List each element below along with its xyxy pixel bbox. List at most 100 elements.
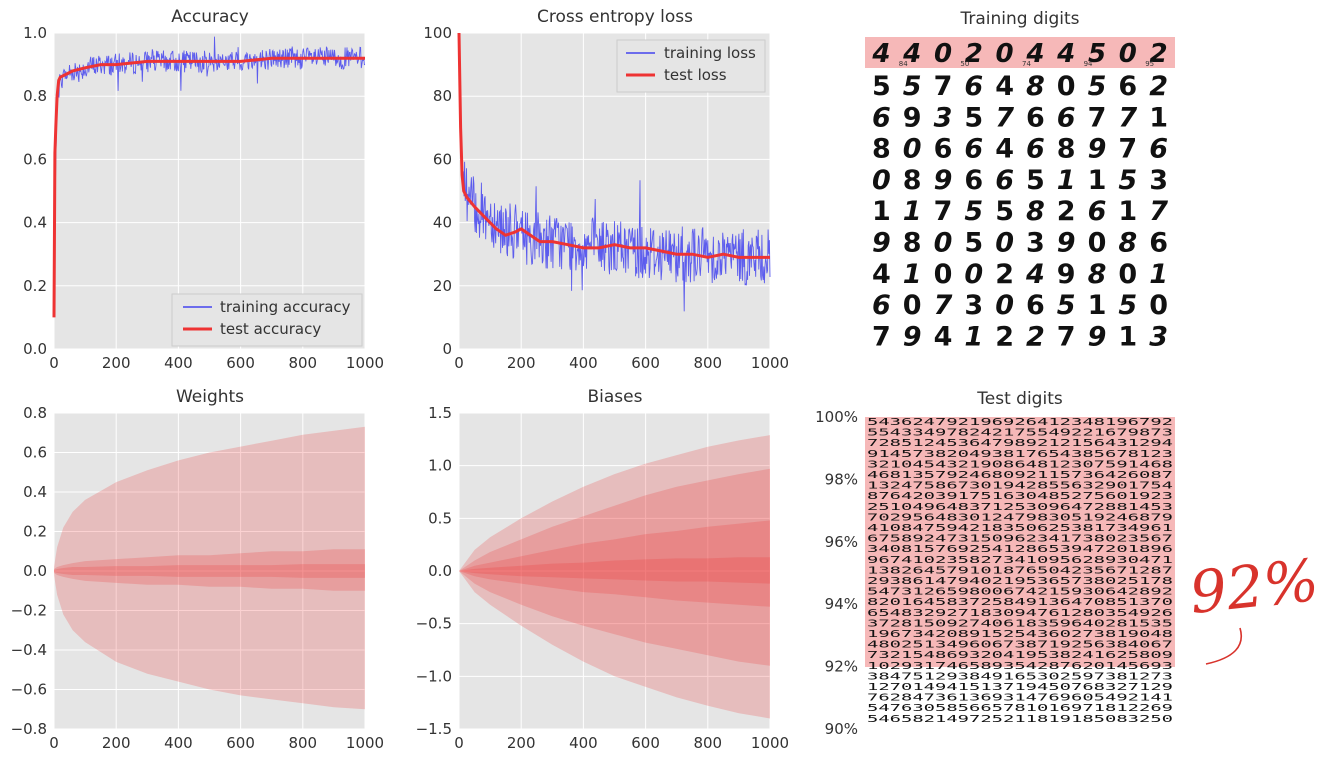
training-digit: 0 <box>934 259 953 290</box>
legend-box <box>616 39 766 93</box>
x-tick-label: 1000 <box>751 734 789 752</box>
test-digit-row: 762847361369314769605492141 <box>867 693 1173 704</box>
training-digit: 6 <box>1088 196 1107 227</box>
training-digit: 7 <box>934 290 953 321</box>
training-digit: 8 <box>872 134 891 165</box>
training-digit: 9 <box>903 321 922 352</box>
y-tick-label: −1.5 <box>416 720 452 738</box>
training-digit: 0 <box>1149 290 1168 321</box>
training-digit: 1 <box>903 259 922 290</box>
test-digit-row: 546582149725211819185083250 <box>867 714 1173 725</box>
y-tick-label: 40 <box>433 214 452 232</box>
x-tick-label: 600 <box>631 734 660 752</box>
training-digit: 5 <box>964 102 983 133</box>
training-digit: 9 <box>1057 228 1076 259</box>
y-tick-label: −0.4 <box>11 641 47 659</box>
x-tick-label: 1000 <box>346 354 384 372</box>
test-digit-row: 132475867301942855632901754 <box>867 481 1173 492</box>
x-tick-label: 800 <box>693 734 722 752</box>
percentile-band-2 <box>459 520 770 607</box>
x-tick-label: 400 <box>164 734 193 752</box>
training-digit: 1 <box>1149 102 1168 133</box>
training-digit: 4 <box>934 321 953 352</box>
training-digit: 6 <box>964 134 983 165</box>
training-digit: 6 <box>964 71 983 102</box>
x-tick-label: 200 <box>507 734 536 752</box>
training-digit: 6 <box>995 165 1014 196</box>
training-digit: 7 <box>872 321 891 352</box>
digits-grid-background <box>865 37 1175 349</box>
x-tick-label: 400 <box>164 354 193 372</box>
training-digit: 9 <box>934 165 953 196</box>
y-tick-label: 1.5 <box>428 404 452 422</box>
y-tick-label: 0.2 <box>23 523 47 541</box>
test-y-tick-label: 96% <box>825 533 858 551</box>
test-digit-row: 876420391751630485275601923 <box>867 491 1173 502</box>
training-digit: 2 <box>1026 321 1045 352</box>
training-digit: 0 <box>995 290 1014 321</box>
training-digit: 5 <box>964 228 983 259</box>
y-tick-label: 0.0 <box>23 562 47 580</box>
training-digit: 4 <box>871 39 890 69</box>
percentile-band-1 <box>54 549 365 591</box>
y-tick-label: 20 <box>433 277 452 295</box>
legend-box <box>171 293 363 347</box>
training-digit: 1 <box>1118 196 1137 227</box>
test-digit-row: 127014941513719450768327129 <box>867 682 1173 693</box>
y-tick-label: 0.4 <box>23 214 47 232</box>
training-digit: 5 <box>1118 165 1137 196</box>
test-digit-row: 967410235827341095628930471 <box>867 555 1173 566</box>
training-digit: 1 <box>1057 165 1076 196</box>
training-digit: 8 <box>1088 259 1107 290</box>
predicted-label: 94 <box>1084 60 1093 68</box>
chart-title: Biases <box>588 387 643 407</box>
training-digit: 6 <box>1149 228 1168 259</box>
test-digit-row: 914573820493817654385678123 <box>867 449 1173 460</box>
training-digit: 7 <box>1118 102 1137 133</box>
y-tick-label: 100 <box>423 24 452 42</box>
training-digits-title: Training digits <box>959 9 1079 29</box>
test-digit-row: 547630585665781016971812269 <box>867 703 1173 714</box>
test-y-tick-label: 92% <box>825 658 858 676</box>
predicted-label: 84 <box>899 60 908 68</box>
weights-chart: 0 200 400 600 800 1000 −0.8 −0.6 −0.4 −0.2 0.0 0.2 0… <box>11 387 385 752</box>
predicted-label: 74 <box>1022 60 1031 68</box>
legend: training accuracy test accuracy <box>171 293 363 347</box>
test-digits-panel: Test digits 5436247921969264123481967925… <box>815 389 1175 738</box>
y-tick-label: 0.2 <box>23 277 47 295</box>
test-digits-title: Test digits <box>976 389 1063 409</box>
training-digit: 9 <box>1088 321 1107 352</box>
y-tick-label: 0.0 <box>428 562 452 580</box>
legend-label-training-loss: training loss <box>664 44 756 62</box>
test-digit-row: 102931746589354287620145693 <box>867 661 1173 672</box>
chart-title: Weights <box>176 387 244 407</box>
y-tick-label: −0.6 <box>11 681 47 699</box>
training-digit: 6 <box>1026 134 1045 165</box>
training-digit: 6 <box>1026 102 1045 133</box>
training-digit: 2 <box>1057 196 1076 227</box>
training-digit: 6 <box>872 102 891 133</box>
test-digit-row: 547312659800674215930642892 <box>867 587 1173 598</box>
training-digit: 4 <box>1025 259 1045 290</box>
training-digit: 5 <box>964 196 983 227</box>
x-tick-label: 0 <box>454 354 464 372</box>
test-digit-row: 468135792468092115736426087 <box>867 470 1173 481</box>
x-tick-label: 600 <box>226 734 255 752</box>
percentile-band-2 <box>54 564 365 578</box>
test-digit-row: 251049648371253096472881453 <box>867 502 1173 513</box>
x-tick-label: 1000 <box>346 734 384 752</box>
y-tick-label: 80 <box>433 87 452 105</box>
training-digit: 7 <box>995 102 1014 133</box>
training-digit: 5 <box>1088 39 1106 69</box>
y-tick-label: 1.0 <box>428 457 452 475</box>
y-tick-label: 0.6 <box>23 444 47 462</box>
x-tick-label: 600 <box>226 354 255 372</box>
loss-chart: 0 200 400 600 800 1000 0 20 40 60 80 100 Cross entr… <box>423 7 789 372</box>
accuracy-chart: 0 200 400 600 800 1000 0.0 0.2 0.4 0.6 0.8 1.0 Accu… <box>23 7 384 372</box>
training-digit: 5 <box>1026 165 1045 196</box>
training-digit: 1 <box>1149 259 1168 290</box>
y-tick-label: 0.5 <box>428 509 452 527</box>
misclassified-row-highlight <box>865 37 1175 68</box>
training-digit: 2 <box>995 259 1014 290</box>
training-digit: 5 <box>1118 290 1137 321</box>
